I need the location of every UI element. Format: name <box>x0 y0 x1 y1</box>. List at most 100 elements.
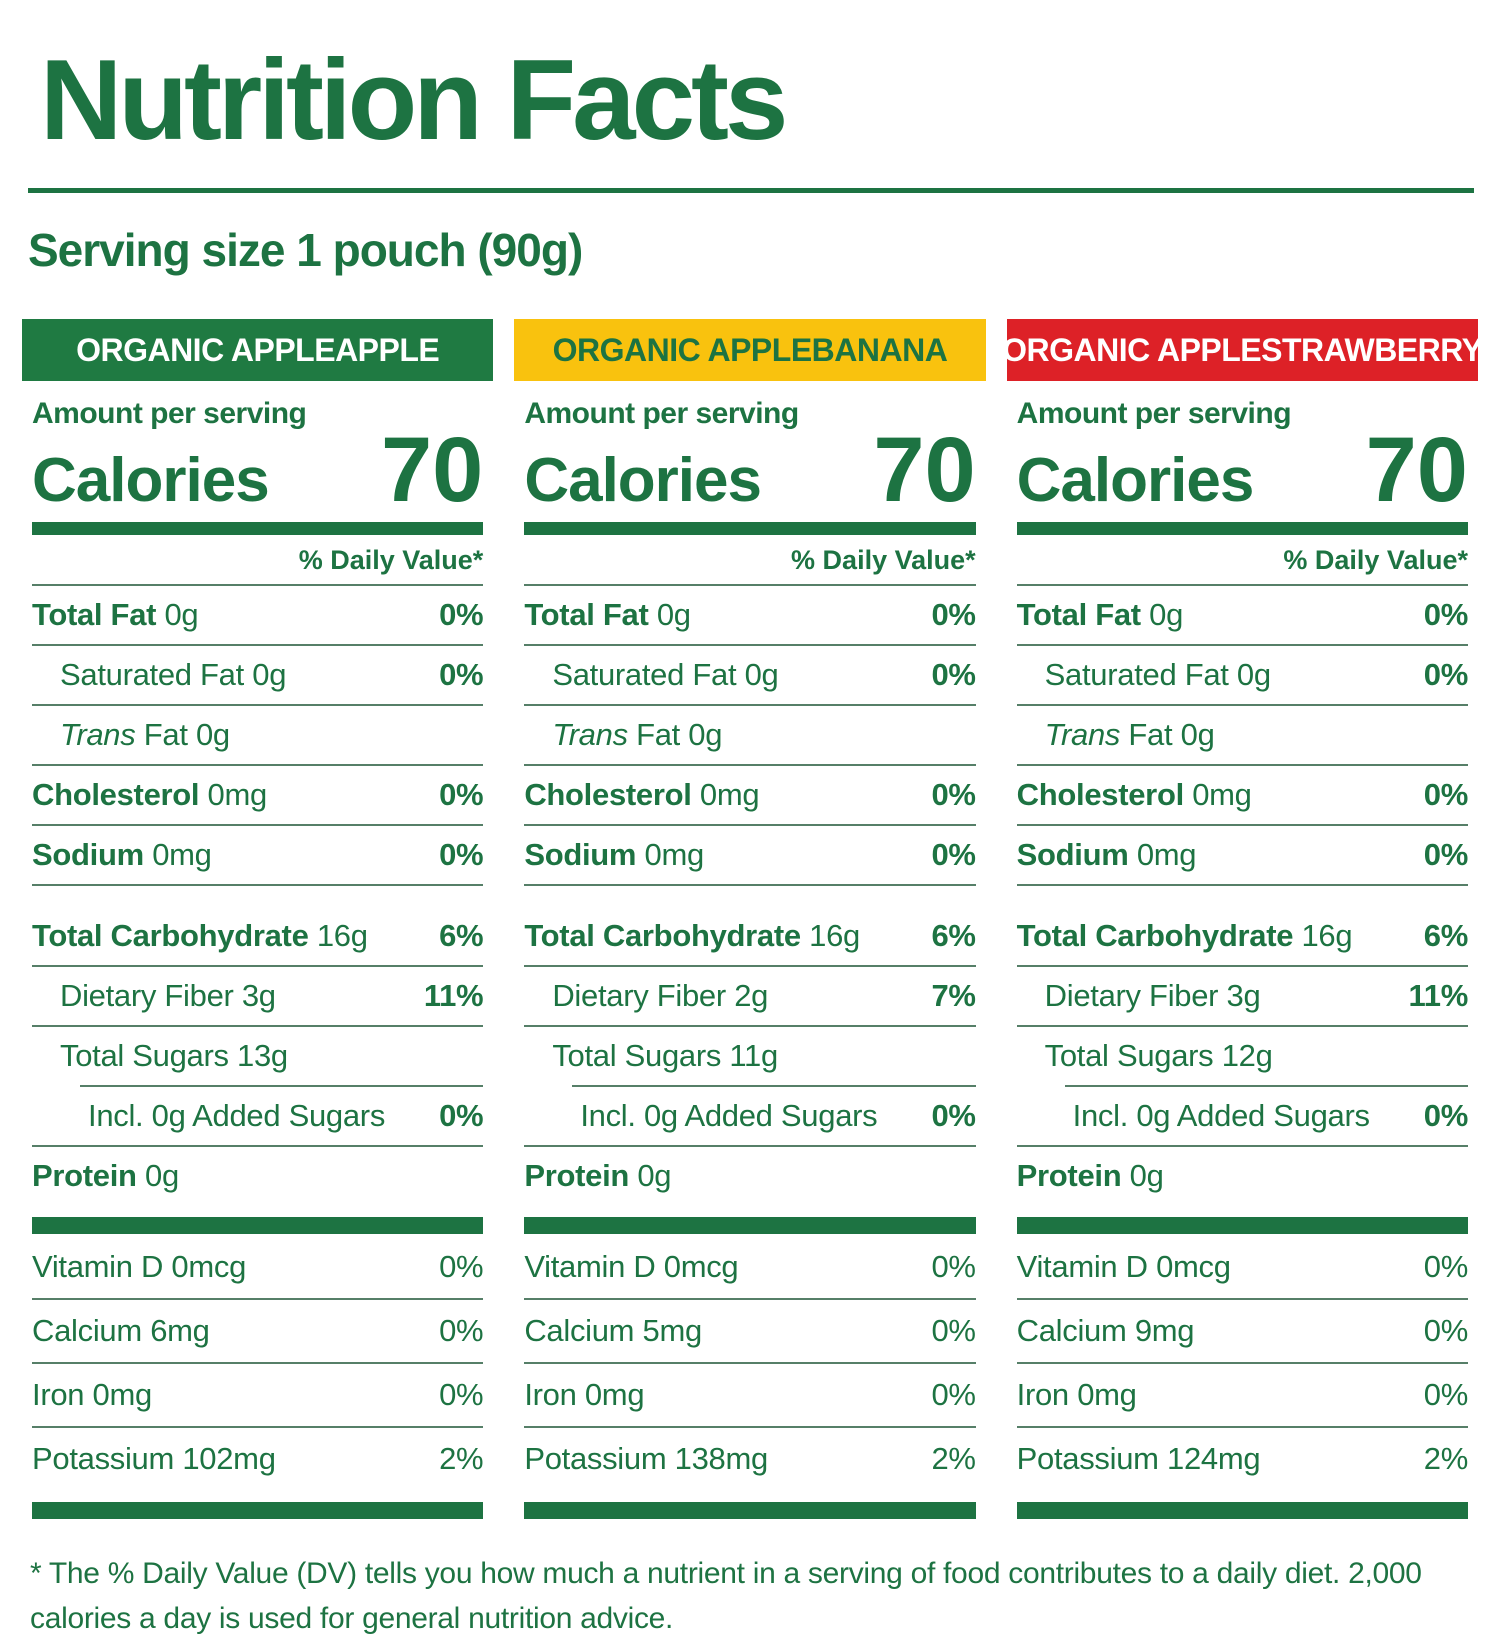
daily-value-percent: 0% <box>931 1377 976 1413</box>
page-title: Nutrition Facts <box>40 37 788 164</box>
daily-value-percent: 0% <box>439 1098 484 1134</box>
nutrient-label: Iron 0mg <box>524 1377 645 1413</box>
nutrient-row: Sodium 0mg 0% <box>32 826 484 884</box>
nutrient-row: Cholesterol 0mg 0% <box>524 766 976 824</box>
section-bar <box>524 1217 976 1235</box>
product-column: ORGANIC APPLEBANANA Amount per serving C… <box>514 319 986 1521</box>
amount-per-serving-label: Amount per serving <box>524 397 799 430</box>
divider-rule <box>1016 764 1468 767</box>
nutrient-label: Total Sugars 11g <box>552 1038 778 1074</box>
section-bar <box>524 1502 976 1520</box>
product-column-body: Amount per serving Calories 70 % Daily V… <box>514 397 985 1520</box>
nutrient-row: Total Fat 0g 0% <box>1017 586 1469 644</box>
nutrient-label: Dietary Fiber 3g <box>60 978 276 1014</box>
calories-divider-bar <box>524 522 976 536</box>
product-column-body: Amount per serving Calories 70 % Daily V… <box>22 397 493 1520</box>
nutrient-label: Total Sugars 12g <box>1044 1038 1273 1074</box>
amount-per-serving-label: Amount per serving <box>32 397 307 430</box>
calories-divider-bar <box>1016 522 1468 536</box>
nutrient-row: Total Sugars 12g <box>1017 1027 1468 1085</box>
nutrient-label: Trans Fat 0g <box>60 717 230 753</box>
daily-value-header: % Daily Value* <box>791 545 976 576</box>
product-columns: ORGANIC APPLEAPPLE Amount per serving Ca… <box>22 319 1483 1521</box>
daily-value-percent: 6% <box>439 918 484 954</box>
divider-rule <box>1016 704 1468 707</box>
divider-rule <box>1016 884 1468 887</box>
divider-rule <box>32 1426 484 1429</box>
divider-rule <box>572 1085 976 1088</box>
nutrient-row: Potassium 102mg 2% <box>32 1428 484 1490</box>
nutrient-row: Calcium 5mg 0% <box>524 1300 976 1362</box>
daily-value-percent: 0% <box>1423 837 1469 873</box>
nutrient-row: Vitamin D 0mcg 0% <box>1017 1236 1469 1298</box>
nutrient-row: Protein 0g <box>32 1147 483 1205</box>
divider-rule <box>32 965 484 968</box>
nutrient-row: Total Carbohydrate 16g 6% <box>32 886 484 965</box>
daily-value-percent: 2% <box>439 1441 484 1477</box>
nutrient-row: Protein 0g <box>1017 1147 1468 1205</box>
product-column: ORGANIC APPLESTRAWBERRY Amount per servi… <box>1002 319 1483 1521</box>
calories-row: Calories 70 <box>1016 419 1468 521</box>
daily-value-percent: 0% <box>931 777 976 813</box>
divider-rule <box>1016 1145 1468 1148</box>
product-column: ORGANIC APPLEAPPLE Amount per serving Ca… <box>22 319 494 1521</box>
nutrient-row: Calcium 6mg 0% <box>32 1300 484 1362</box>
nutrient-row: Trans Fat 0g <box>524 706 975 764</box>
divider-rule <box>32 704 484 707</box>
product-column-header: ORGANIC APPLEBANANA <box>514 319 986 381</box>
nutrient-label: Saturated Fat 0g <box>1044 657 1271 693</box>
nutrient-row: Total Carbohydrate 16g 6% <box>524 886 976 965</box>
title-divider <box>28 188 1474 193</box>
daily-value-footnote: * The % Daily Value (DV) tells you how m… <box>30 1557 1422 1636</box>
daily-value-percent: 0% <box>1423 657 1469 693</box>
nutrient-label: Protein 0g <box>1016 1158 1164 1194</box>
nutrient-label: Total Carbohydrate 16g <box>32 918 368 954</box>
divider-rule <box>32 1025 484 1028</box>
nutrient-label: Potassium 124mg <box>1016 1441 1261 1477</box>
daily-value-header: % Daily Value* <box>1283 545 1468 576</box>
nutrient-row: Total Sugars 13g <box>32 1027 483 1085</box>
daily-value-percent: 0% <box>1423 1377 1469 1413</box>
divider-rule <box>524 1025 976 1028</box>
nutrient-rows: Total Fat 0g 0% Saturated Fat 0g 0% Trans Fa… <box>32 586 484 1520</box>
nutrient-row: Trans Fat 0g <box>1017 706 1468 764</box>
nutrient-row: Total Sugars 11g <box>524 1027 975 1085</box>
calories-value: 70 <box>873 419 976 521</box>
nutrient-label: Potassium 102mg <box>32 1441 276 1477</box>
nutrient-label: Cholesterol 0mg <box>32 777 267 813</box>
nutrient-label: Total Sugars 13g <box>60 1038 288 1074</box>
nutrient-label: Sodium 0mg <box>524 837 704 873</box>
daily-value-percent: 2% <box>931 1441 976 1477</box>
nutrient-label: Saturated Fat 0g <box>60 657 287 693</box>
calories-value: 70 <box>1365 419 1468 521</box>
daily-value-percent: 0% <box>439 597 484 633</box>
nutrient-label: Trans Fat 0g <box>1044 717 1215 753</box>
nutrient-row: Dietary Fiber 3g 11% <box>1017 967 1469 1025</box>
daily-value-percent: 0% <box>931 1249 976 1285</box>
divider-rule <box>524 1298 976 1301</box>
divider-rule <box>524 584 976 587</box>
nutrient-row: Total Fat 0g 0% <box>524 586 976 644</box>
daily-value-percent: 0% <box>1423 1098 1469 1134</box>
nutrient-label: Potassium 138mg <box>524 1441 768 1477</box>
divider-rule <box>1016 824 1468 827</box>
nutrient-row: Vitamin D 0mcg 0% <box>524 1236 976 1298</box>
calories-label: Calories <box>524 446 762 515</box>
divider-rule <box>524 704 976 707</box>
divider-rule <box>32 584 484 587</box>
daily-value-percent: 0% <box>931 657 976 693</box>
nutrient-label: Saturated Fat 0g <box>552 657 779 693</box>
divider-rule <box>1016 1025 1468 1028</box>
daily-value-percent: 0% <box>1423 597 1469 633</box>
daily-value-percent: 0% <box>931 1098 976 1134</box>
calories-label: Calories <box>1016 446 1255 515</box>
daily-value-percent: 6% <box>1423 918 1469 954</box>
divider-rule <box>524 1426 976 1429</box>
section-bar <box>32 1502 484 1520</box>
nutrient-row: Potassium 124mg 2% <box>1016 1428 1469 1490</box>
section-bar <box>1016 1502 1468 1520</box>
daily-value-percent: 7% <box>931 978 976 1014</box>
nutrient-row: Dietary Fiber 2g 7% <box>524 967 976 1025</box>
divider-rule <box>32 1145 484 1148</box>
nutrient-label: Calcium 5mg <box>524 1313 702 1349</box>
